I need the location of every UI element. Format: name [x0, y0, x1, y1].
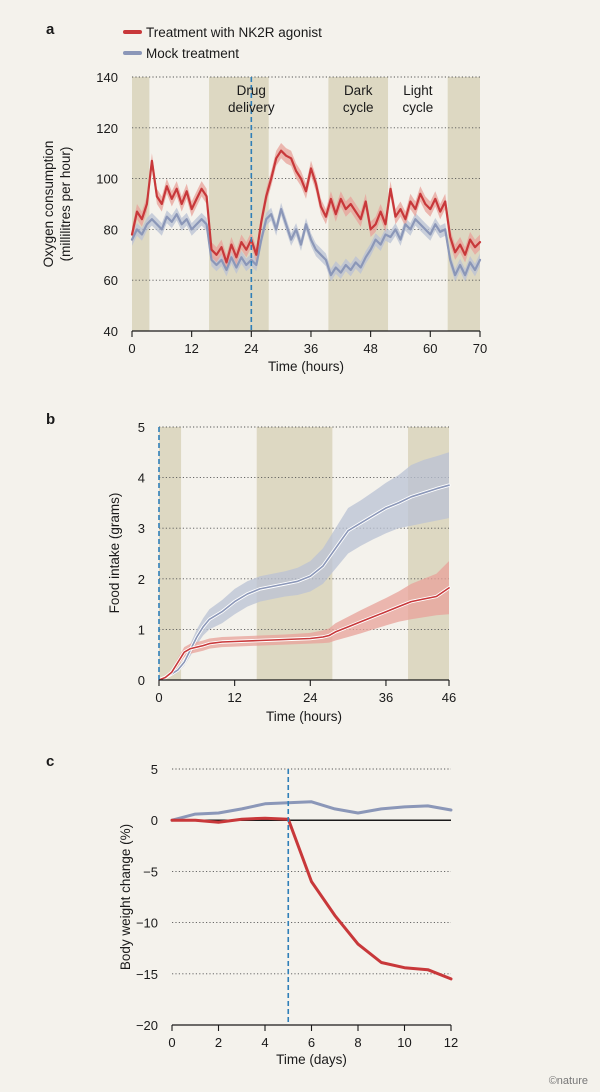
- y-axis-title-a: Oxygen consumption (millilitres per hour): [41, 141, 73, 268]
- x-tick-label-a-1: 12: [184, 341, 198, 356]
- y-tick-label-a-5: 140: [96, 70, 118, 85]
- confidence-band-treatment-a: [132, 143, 480, 270]
- y-axis-title-line-a-0: Oxygen consumption: [41, 141, 56, 268]
- x-tick-label-c-0: 0: [168, 1035, 175, 1050]
- x-axis-title-b: Time (hours): [266, 709, 342, 724]
- x-tick-label-c-5: 10: [397, 1035, 411, 1050]
- x-tick-label-c-2: 4: [261, 1035, 268, 1050]
- series-line-mock-b: [158, 484, 450, 681]
- annotation-line-a-1-1: cycle: [343, 100, 374, 115]
- y-tick-label-c-4: 0: [151, 813, 158, 828]
- x-axis-title-c: Time (days): [276, 1052, 347, 1067]
- confidence-band-mock-b: [159, 452, 449, 680]
- x-tick-label-a-2: 24: [244, 341, 258, 356]
- x-tick-label-a-6: 70: [473, 341, 487, 356]
- y-tick-label-a-0: 40: [104, 324, 118, 339]
- x-tick-label-a-0: 0: [128, 341, 135, 356]
- y-tick-label-c-3: −5: [143, 864, 158, 879]
- annotation-line-a-1-0: Dark: [344, 83, 373, 98]
- x-axis-title-a: Time (hours): [268, 359, 344, 374]
- y-axis-title-line-b-0: Food intake (grams): [107, 493, 122, 614]
- x-tick-label-c-4: 8: [354, 1035, 361, 1050]
- y-axis-title-b: Food intake (grams): [107, 493, 122, 614]
- confidence-band-treatment-b: [159, 561, 449, 680]
- x-tick-label-b-2: 24: [303, 690, 317, 705]
- legend-label-mock: Mock treatment: [146, 46, 239, 61]
- y-tick-label-a-1: 60: [104, 273, 118, 288]
- annotation-line-a-2-0: Light: [403, 83, 433, 98]
- y-axis-title-line-a-1: (millilitres per hour): [58, 147, 73, 262]
- x-tick-label-a-4: 48: [363, 341, 377, 356]
- annotation-a-0: Drug delivery: [228, 83, 275, 115]
- series-line-mock-c: [170, 800, 453, 822]
- annotation-line-a-2-1: cycle: [402, 100, 433, 115]
- panel-letter-c: c: [46, 753, 54, 770]
- chart-panel-c: c 0 2 4 6 8 10 12 −20 −15 −10 −5 0 5 Time (days) Body w…: [46, 753, 458, 1067]
- y-tick-label-b-2: 2: [138, 572, 145, 587]
- x-tick-label-c-3: 6: [308, 1035, 315, 1050]
- dark-cycle-band-a-0: [132, 77, 150, 331]
- y-tick-label-c-5: 5: [151, 762, 158, 777]
- x-tick-label-c-1: 2: [215, 1035, 222, 1050]
- annotation-line-a-0-1: delivery: [228, 100, 275, 115]
- series-line-treatment-c: [170, 816, 453, 981]
- y-tick-label-b-5: 5: [138, 420, 145, 435]
- y-tick-label-c-0: −20: [136, 1018, 158, 1033]
- y-tick-label-a-3: 100: [96, 172, 118, 187]
- series-line-mock-a: [130, 208, 482, 277]
- confidence-band-mock-a: [132, 202, 480, 282]
- y-axis-title-c: Body weight change (%): [118, 824, 133, 970]
- y-axis-title-line-c-0: Body weight change (%): [118, 824, 133, 970]
- x-tick-label-c-6: 12: [444, 1035, 458, 1050]
- y-tick-label-c-1: −15: [136, 967, 158, 982]
- dark-cycle-band-a-1: [209, 77, 269, 331]
- y-tick-label-c-2: −10: [136, 916, 158, 931]
- panel-letter-a: a: [46, 21, 55, 38]
- series-line-treatment-a: [130, 149, 482, 264]
- legend-label-treatment: Treatment with NK2R agonist: [146, 25, 322, 40]
- annotation-line-a-0-0: Drug: [237, 83, 266, 98]
- x-tick-label-a-3: 36: [304, 341, 318, 356]
- y-tick-label-a-2: 80: [104, 222, 118, 237]
- y-tick-label-b-4: 4: [138, 471, 145, 486]
- legend: Treatment with NK2R agonist Mock treatme…: [123, 25, 322, 61]
- y-tick-label-b-0: 0: [138, 673, 145, 688]
- x-tick-label-a-5: 60: [423, 341, 437, 356]
- x-tick-label-b-4: 46: [442, 690, 456, 705]
- panel-letter-b: b: [46, 411, 55, 428]
- dark-cycle-band-b-0: [159, 427, 182, 680]
- x-tick-label-b-1: 12: [227, 690, 241, 705]
- series-line-treatment-b: [158, 587, 450, 681]
- annotation-a-1: Dark cycle: [343, 83, 374, 115]
- y-tick-label-a-4: 120: [96, 121, 118, 136]
- credit: ©nature: [549, 1075, 588, 1087]
- y-tick-label-b-3: 3: [138, 521, 145, 536]
- annotation-a-2: Light cycle: [402, 83, 433, 115]
- x-tick-label-b-3: 36: [379, 690, 393, 705]
- dark-cycle-band-a-3: [447, 77, 480, 331]
- chart-panel-a: a 0 12 24 36 48 60 70 40 60 80 100 120 140 Time (hours…: [41, 21, 487, 374]
- y-tick-label-b-1: 1: [138, 622, 145, 637]
- x-tick-label-b-0: 0: [155, 690, 162, 705]
